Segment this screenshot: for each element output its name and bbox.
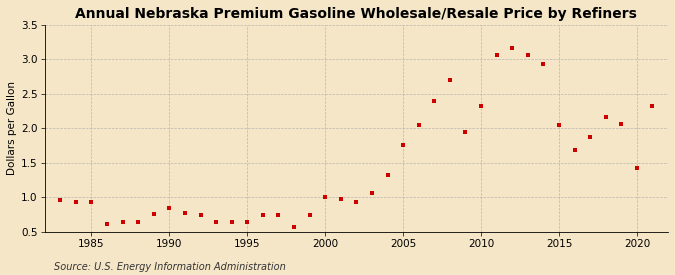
Title: Annual Nebraska Premium Gasoline Wholesale/Resale Price by Refiners: Annual Nebraska Premium Gasoline Wholesa… bbox=[76, 7, 637, 21]
Text: Source: U.S. Energy Information Administration: Source: U.S. Energy Information Administ… bbox=[54, 262, 286, 272]
Y-axis label: Dollars per Gallon: Dollars per Gallon bbox=[7, 81, 17, 175]
